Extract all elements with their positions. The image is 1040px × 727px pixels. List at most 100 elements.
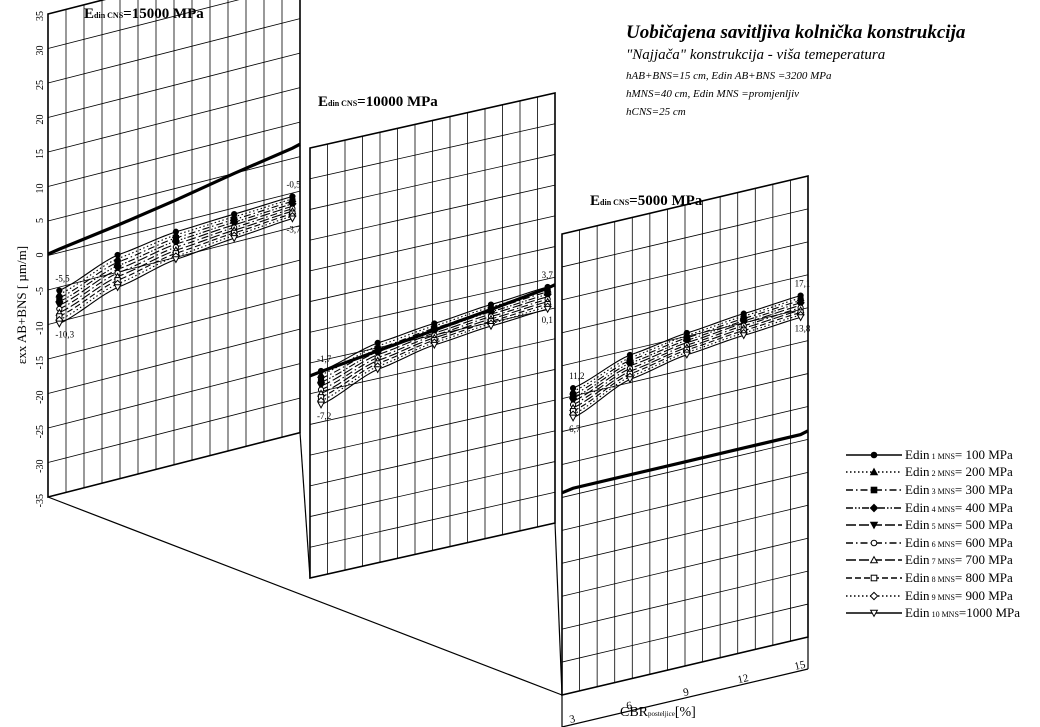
legend-item-7: Edin 7 MNS= 700 MPa	[845, 552, 1020, 570]
label-start-top: -5,5	[55, 274, 70, 284]
legend-label: Edin 8 MNS= 800 MPa	[905, 569, 1013, 585]
x-tick-label: 6	[625, 699, 634, 712]
marker-10	[796, 314, 805, 322]
legend-label: Edin 2 MNS= 200 MPa	[905, 464, 1013, 480]
x-axis-label: CBRposteljice[%]	[620, 705, 696, 720]
panel-title-15000: Edin CNS=15000 MPa	[84, 6, 204, 22]
series-line-3	[320, 291, 548, 379]
floor-edge-mid-2	[554, 522, 563, 696]
legend-marker	[869, 609, 879, 618]
y-tick-label: -30	[35, 460, 46, 473]
y-tick-label: 15	[35, 149, 46, 159]
y-tick-label: 5	[35, 218, 46, 223]
legend-item-6: Edin 6 MNS= 600 MPa	[845, 534, 1020, 552]
series-line-7	[572, 309, 801, 409]
y-tick-label: -5	[35, 287, 46, 295]
label-end-bottom: 13,8	[795, 323, 811, 333]
marker-10	[55, 320, 64, 328]
marker-10	[487, 322, 495, 331]
floor-edge-mid-1	[299, 432, 311, 579]
legend-label: Edin 9 MNS= 900 MPa	[905, 587, 1013, 603]
legend-label: Edin 3 MNS= 300 MPa	[905, 481, 1013, 497]
tick-labels: 35 30 25 20 15 10 5 0 -5 -10 -15 -20 -25 -30 -35 3 6 9 12 1…	[35, 11, 811, 726]
y-tick-label: -15	[35, 356, 46, 369]
marker-10	[373, 366, 382, 374]
label-end-top: -0,5	[286, 179, 301, 189]
reference-line	[47, 142, 301, 256]
marker-10	[682, 351, 691, 359]
y-tick-label: -20	[35, 391, 46, 404]
legend-marker	[869, 521, 879, 530]
legend-swatch	[846, 539, 902, 547]
label-end-top: 3,7	[542, 270, 554, 280]
y-axis-label: εxx AB+BNS [ µm/m]	[14, 245, 29, 365]
legend-swatch	[846, 574, 902, 582]
y-tick-label: 30	[35, 46, 46, 56]
series-line-2	[59, 198, 293, 295]
chart-subtitle: "Najjača" konstrukcija - viša temeperatu…	[626, 47, 886, 63]
series-line-8	[59, 213, 293, 317]
legend-label: Edin 10 MNS=1000 MPa	[905, 605, 1021, 621]
x-tick-label: 12	[736, 672, 749, 686]
y-tick-label: 10	[35, 184, 46, 194]
label-start-bottom: -10,3	[55, 330, 74, 340]
marker-10	[113, 284, 122, 292]
chart-title: Uobičajena savitljiva kolnička konstrukc…	[626, 22, 966, 43]
legend-swatch	[846, 486, 902, 494]
x-tick-label: 3	[568, 713, 577, 726]
series-line-2	[572, 297, 801, 392]
marker-10	[543, 305, 552, 314]
legend-swatch	[846, 467, 902, 476]
legend-marker	[869, 555, 879, 564]
3d-frame	[47, 0, 809, 727]
marker-10	[288, 215, 297, 223]
param-line-1: hAB+BNS=15 cm, Edin AB+BNS =3200 MPa	[626, 70, 832, 82]
param-line-2: hMNS=40 cm, Edin MNS =promjenljiv	[626, 88, 800, 100]
y-tick-label: -10	[35, 322, 46, 335]
y-tick-label: 0	[35, 253, 46, 258]
series-line-3	[572, 299, 801, 396]
legend-item-8: Edin 8 MNS= 800 MPa	[845, 569, 1020, 587]
label-end-top: 17,1	[795, 279, 811, 289]
marker-10	[569, 414, 578, 422]
legend-item-4: Edin 4 MNS= 400 MPa	[845, 499, 1020, 517]
series-line-6	[572, 307, 801, 406]
legend-swatch	[846, 503, 902, 512]
y-tick-label: 35	[35, 11, 46, 21]
marker-5	[317, 382, 325, 391]
legend-marker	[869, 467, 879, 476]
legend-swatch	[846, 591, 902, 600]
x-tick-label: 15	[793, 659, 807, 673]
floor-edge-left	[47, 496, 563, 696]
legend-marker	[870, 486, 878, 494]
y-tick-label: -35	[35, 494, 46, 507]
legend-label: Edin 1 MNS= 100 MPa	[905, 446, 1013, 462]
marker-10	[317, 401, 325, 409]
marker-10	[171, 256, 180, 264]
label-start-bottom: -7,2	[317, 411, 331, 421]
legend-item-9: Edin 9 MNS= 900 MPa	[845, 587, 1020, 605]
legend-label: Edin 4 MNS= 400 MPa	[905, 499, 1013, 515]
legend-item-2: Edin 2 MNS= 200 MPa	[845, 464, 1020, 482]
param-line-3: hCNS=25 cm	[626, 106, 686, 118]
legend-item-5: Edin 5 MNS= 500 MPa	[845, 516, 1020, 534]
y-tick-label: -25	[35, 425, 46, 438]
legend: Edin 1 MNS= 100 MPa Edin 2 MNS= 200 MPa Ed…	[845, 446, 1020, 622]
legend-swatch	[846, 609, 902, 618]
label-end-bottom: -3,7	[286, 225, 301, 235]
legend-marker	[870, 451, 878, 459]
label-start-bottom: 6,7	[569, 424, 581, 434]
legend-swatch	[846, 555, 902, 564]
legend-label: Edin 7 MNS= 700 MPa	[905, 552, 1013, 568]
series-line-9	[572, 314, 801, 415]
legend-swatch	[846, 521, 902, 530]
floor-edge-front	[561, 668, 809, 727]
legend-item-1: Edin 1 MNS= 100 MPa	[845, 446, 1020, 464]
x-tick-label: 9	[682, 686, 691, 699]
legend-marker	[869, 503, 879, 512]
legend-label: Edin 6 MNS= 600 MPa	[905, 534, 1013, 550]
label-start-top: 11,2	[569, 371, 584, 381]
marker-10	[430, 341, 439, 350]
marker-10	[230, 235, 239, 243]
